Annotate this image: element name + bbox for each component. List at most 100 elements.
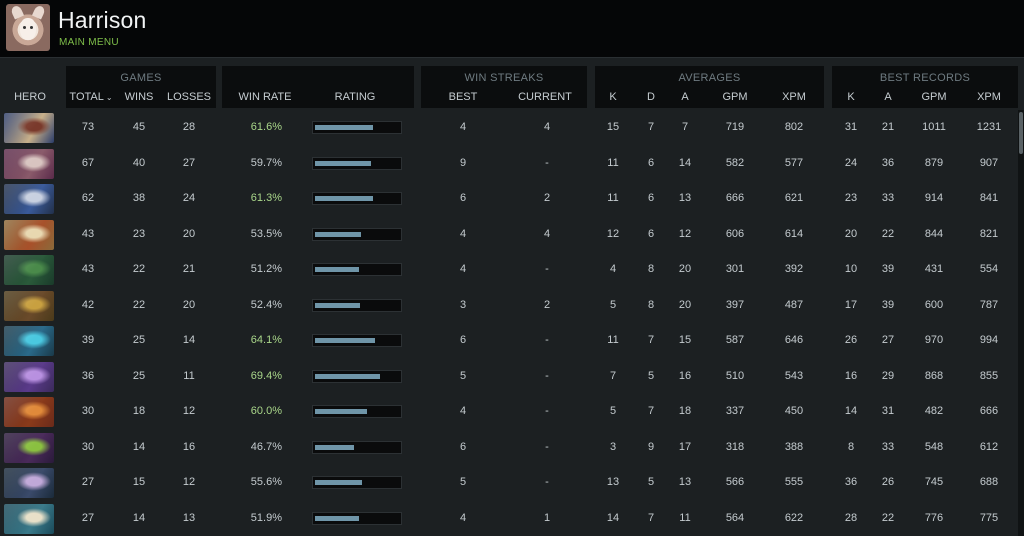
total-column-header[interactable]: TOTAL ⌄ (66, 91, 116, 103)
rating-bar-fill (315, 125, 373, 130)
avg-assists-cell: 18 (678, 405, 692, 417)
wins-cell: 38 (132, 192, 146, 204)
rec-assists-cell: 36 (881, 156, 895, 169)
best-streak-cell: 3 (459, 298, 467, 311)
rec-xpm-cell: 1231 (976, 121, 1002, 133)
rating-bar (312, 440, 402, 454)
main-menu-link[interactable]: MAIN MENU (59, 37, 119, 48)
avg-deaths-cell: 7 (647, 511, 655, 524)
table-row[interactable]: 36 25 11 69.4% 5 - 7 5 16 510 543 16 29 868 855 (0, 359, 1018, 395)
rec-xpm-cell: 554 (979, 263, 999, 275)
wins-cell: 23 (132, 227, 146, 240)
wins-cell: 22 (132, 298, 146, 311)
hero-portrait[interactable] (4, 503, 54, 534)
rec-assists-column-header[interactable]: A (884, 91, 892, 103)
winrate-cell: 51.2% (250, 263, 282, 275)
avg-assists-column-header[interactable]: A (681, 91, 689, 103)
avg-gpm-cell: 587 (725, 334, 745, 346)
avg-deaths-cell: 9 (647, 440, 655, 453)
rec-kills-cell: 23 (844, 192, 858, 204)
hero-portrait[interactable] (4, 113, 54, 143)
table-row[interactable]: 43 23 20 53.5% 4 4 12 6 12 606 614 20 22 844 821 (0, 217, 1018, 253)
hero-portrait[interactable] (4, 468, 54, 498)
avatar[interactable] (6, 4, 50, 51)
losses-cell: 24 (182, 192, 196, 204)
rec-xpm-column-header[interactable]: XPM (977, 91, 1001, 103)
rec-kills-column-header[interactable]: K (847, 91, 855, 103)
table-row[interactable]: 67 40 27 59.7% 9 - 11 6 14 582 577 24 36 879 907 (0, 146, 1018, 182)
winrate-cell: 64.1% (250, 334, 282, 346)
hero-column-header[interactable]: HERO (14, 91, 46, 103)
best-streak-cell: 9 (459, 156, 467, 169)
avg-kills-cell: 11 (607, 192, 619, 204)
avatar-eye-left (23, 26, 26, 29)
winrate-cell: 69.4% (250, 369, 282, 382)
averages-group-label: AVERAGES (678, 72, 741, 84)
losses-cell: 28 (182, 121, 196, 133)
avg-deaths-cell: 6 (647, 192, 655, 204)
avg-gpm-column-header[interactable]: GPM (722, 91, 748, 103)
wins-column-header[interactable]: WINS (124, 91, 154, 103)
avg-assists-cell: 12 (678, 227, 692, 240)
rec-xpm-cell: 775 (979, 511, 999, 524)
losses-cell: 21 (182, 263, 196, 275)
hero-portrait[interactable] (4, 432, 54, 463)
table-row[interactable]: 30 14 16 46.7% 6 - 3 9 17 318 388 8 33 548 612 (0, 430, 1018, 466)
total-cell: 30 (81, 440, 95, 453)
rating-column-header[interactable]: RATING (334, 91, 376, 103)
avg-kills-cell: 14 (606, 511, 620, 524)
losses-cell: 27 (182, 156, 196, 169)
avg-assists-cell: 13 (678, 476, 692, 488)
rec-gpm-cell: 970 (924, 334, 944, 346)
table-row[interactable]: 39 25 14 64.1% 6 - 11 7 15 587 646 26 27 970 994 (0, 323, 1018, 359)
hero-portrait[interactable] (4, 397, 54, 427)
losses-cell: 13 (182, 511, 196, 524)
scrollbar[interactable] (1018, 110, 1024, 536)
rec-kills-cell: 17 (844, 298, 858, 311)
avg-xpm-cell: 392 (784, 263, 804, 275)
rec-gpm-cell: 600 (924, 298, 944, 311)
rec-gpm-column-header[interactable]: GPM (921, 91, 947, 103)
table-row[interactable]: 27 15 12 55.6% 5 - 13 5 13 566 555 36 26 745 688 (0, 465, 1018, 501)
current-streak-cell: - (545, 334, 549, 346)
rec-gpm-cell: 431 (924, 263, 944, 275)
table-row[interactable]: 73 45 28 61.6% 4 4 15 7 7 719 802 31 21 1011 1231 (0, 110, 1018, 146)
avg-kills-column-header[interactable]: K (609, 91, 617, 103)
total-cell: 27 (81, 476, 95, 488)
avg-kills-cell: 3 (609, 440, 617, 453)
rating-bar-fill (315, 373, 380, 379)
avg-kills-cell: 5 (609, 298, 617, 311)
avg-deaths-column-header[interactable]: D (647, 91, 655, 103)
winrate-column-header[interactable]: WIN RATE (238, 91, 292, 103)
wins-cell: 14 (132, 440, 146, 453)
best-streak-cell: 6 (459, 440, 467, 453)
total-cell: 43 (81, 227, 95, 240)
rating-bar-fill (315, 409, 367, 414)
hero-portrait[interactable] (4, 184, 54, 214)
hero-portrait[interactable] (4, 361, 54, 392)
hero-portrait[interactable] (4, 148, 54, 179)
hero-portrait[interactable] (4, 290, 54, 321)
best-streak-cell: 4 (459, 227, 467, 240)
avg-deaths-cell: 7 (647, 405, 655, 417)
hero-portrait[interactable] (4, 326, 54, 356)
best-streak-column-header[interactable]: BEST (448, 91, 478, 103)
table-row[interactable]: 43 22 21 51.2% 4 - 4 8 20 301 392 10 39 431 554 (0, 252, 1018, 288)
table-row[interactable]: 42 22 20 52.4% 3 2 5 8 20 397 487 17 39 600 787 (0, 288, 1018, 324)
table-row[interactable]: 30 18 12 60.0% 4 - 5 7 18 337 450 14 31 482 666 (0, 394, 1018, 430)
scroll-thumb[interactable] (1019, 112, 1023, 154)
rating-bar (312, 298, 402, 312)
avg-assists-cell: 13 (678, 192, 692, 204)
avg-xpm-column-header[interactable]: XPM (782, 91, 806, 103)
table-row[interactable]: 27 14 13 51.9% 4 1 14 7 11 564 622 28 22 776 775 (0, 501, 1018, 536)
rec-kills-cell: 14 (844, 405, 858, 417)
rec-assists-cell: 33 (881, 440, 895, 453)
avg-deaths-cell: 5 (647, 476, 655, 488)
rec-xpm-cell: 855 (979, 369, 999, 382)
hero-portrait[interactable] (4, 219, 54, 250)
rating-bar (312, 369, 402, 383)
losses-column-header[interactable]: LOSSES (166, 91, 212, 103)
hero-portrait[interactable] (4, 255, 54, 285)
current-streak-column-header[interactable]: CURRENT (518, 91, 572, 103)
table-row[interactable]: 62 38 24 61.3% 6 2 11 6 13 666 621 23 33 914 841 (0, 181, 1018, 217)
